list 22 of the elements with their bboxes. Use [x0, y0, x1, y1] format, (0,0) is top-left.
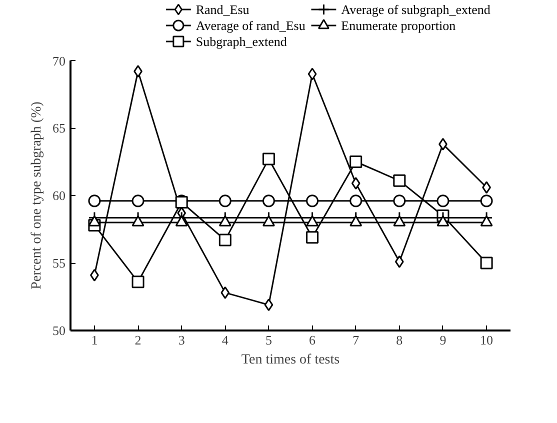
y-tick-label: 60: [52, 188, 66, 203]
legend-label: Enumerate proportion: [341, 18, 456, 33]
x-tick-label: 7: [352, 332, 360, 348]
legend-label: Rand_Esu: [196, 2, 250, 17]
x-tick-label: 9: [440, 332, 446, 348]
y-tick-label: 70: [52, 54, 66, 68]
legend-label: Average of subgraph_extend: [341, 2, 491, 17]
x-tick-label: 1: [91, 332, 98, 348]
x-tick-label: 3: [178, 332, 185, 348]
y-tick-label: 65: [52, 120, 66, 136]
y-tick-label: 50: [52, 323, 66, 338]
x-tick-label: 4: [222, 332, 229, 348]
x-tick-label: 6: [309, 332, 316, 348]
y-tick-label: 55: [52, 256, 66, 270]
x-axis-title: Ten times of tests: [241, 352, 340, 368]
legend-label: Subgraph_extend: [196, 34, 288, 49]
y-axis-title: Percent of one type subgraph (%): [30, 101, 44, 290]
x-tick-label: 5: [265, 332, 272, 348]
legend-label: Average of rand_Esu: [196, 18, 306, 33]
x-tick-label: 8: [396, 332, 403, 348]
x-tick-label: 10: [480, 332, 494, 348]
x-tick-label: 2: [134, 332, 142, 348]
